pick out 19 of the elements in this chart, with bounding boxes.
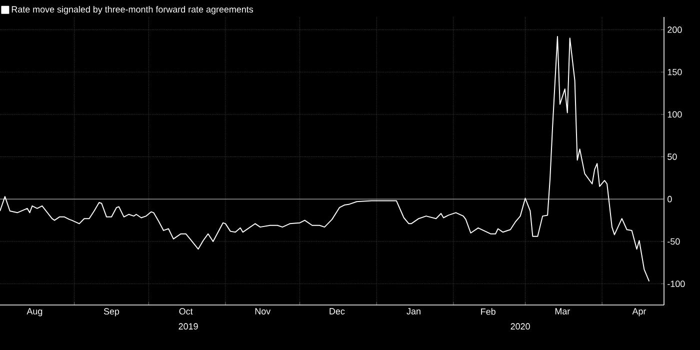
y-tick-label: 0 [668, 196, 672, 202]
x-tick-label: Dec [330, 308, 345, 314]
text: 2020 [510, 323, 530, 330]
x-tick-label: Feb [481, 308, 496, 315]
y-tick-label: 50 [668, 154, 677, 160]
x-tick-label: Sep [104, 308, 120, 316]
y-tick-label: -100 [668, 280, 685, 288]
x-tick-label: Aug [26, 308, 42, 316]
x-tick-label: Jan [406, 308, 420, 314]
y-tick-label: -50 [668, 238, 680, 245]
y-tick-label: 150 [668, 68, 682, 76]
y-tick-label: 200 [668, 26, 682, 33]
x-tick-label: Oct [179, 308, 193, 315]
legend-label: Rate move signaled by three-month forward rate agreements [12, 6, 254, 14]
x-tick-label: Mar [555, 308, 570, 314]
y-tick-label: 100 [668, 111, 682, 118]
x-tick-label: Apr [632, 308, 646, 316]
x-tick-label: Nov [255, 308, 271, 314]
text: 2019 [178, 323, 198, 330]
